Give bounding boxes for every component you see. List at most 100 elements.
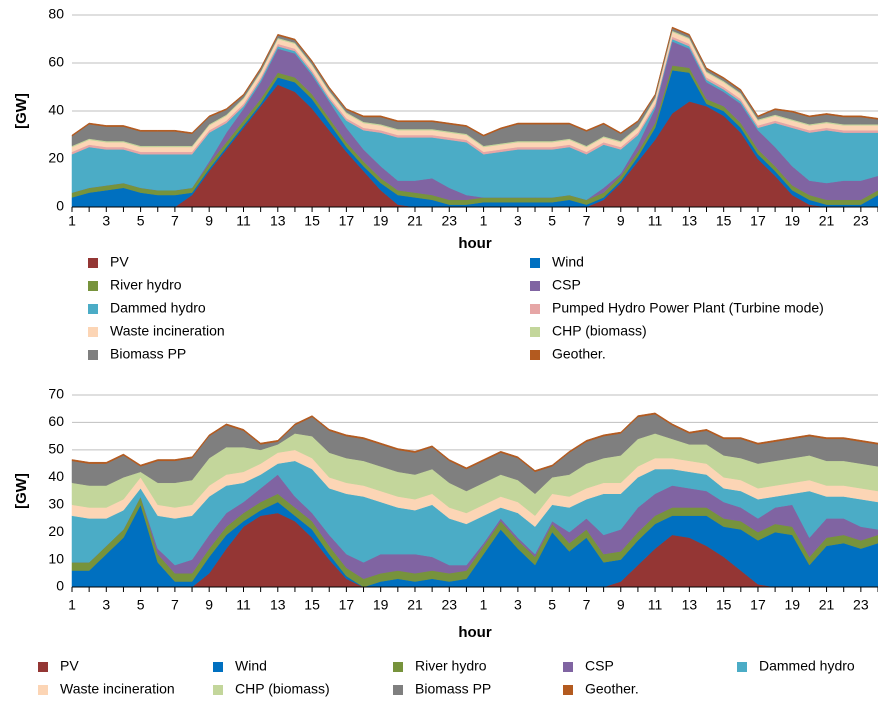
y-axis-title: [GW] (13, 473, 30, 509)
x-tick-label: 17 (339, 597, 355, 613)
legend-label: PV (110, 254, 129, 270)
x-tick-label: 11 (648, 597, 663, 613)
x-tick-label: 17 (750, 597, 766, 613)
legend-swatch (530, 281, 540, 291)
legend-label: Wind (552, 254, 584, 270)
y-tick-label: 20 (48, 523, 64, 539)
x-tick-label: 1 (68, 213, 76, 229)
legend-label: Geother. (585, 681, 639, 697)
x-tick-label: 21 (819, 213, 835, 229)
x-tick-label: 7 (171, 213, 179, 229)
x-tick-label: 9 (617, 213, 625, 229)
x-tick-label: 9 (205, 213, 213, 229)
x-tick-label: 13 (270, 597, 286, 613)
x-tick-label: 5 (137, 213, 145, 229)
legend-swatch (530, 327, 540, 337)
x-tick-label: 13 (682, 597, 698, 613)
area (71, 26, 878, 137)
legend-label: River hydro (415, 658, 487, 674)
x-tick-label: 15 (716, 597, 732, 613)
legend-swatch (213, 685, 223, 695)
legend-swatch (88, 350, 98, 360)
legend-label: Waste incineration (60, 681, 175, 697)
x-tick-label: 11 (236, 213, 251, 229)
x-tick-label: 13 (682, 213, 698, 229)
legend-label: Biomass PP (415, 681, 491, 697)
x-tick-label: 19 (784, 213, 800, 229)
legend-swatch (393, 662, 403, 672)
x-tick-label: 5 (548, 597, 556, 613)
y-tick-label: 40 (48, 468, 64, 484)
legend-swatch (530, 350, 540, 360)
legend-label: CSP (552, 277, 581, 293)
legend-label: Biomass PP (110, 346, 186, 362)
x-tick-label: 3 (514, 597, 522, 613)
x-tick-label: 23 (441, 597, 457, 613)
x-tick-label: 23 (853, 597, 869, 613)
y-tick-label: 10 (48, 550, 64, 566)
y-tick-label: 30 (48, 495, 64, 511)
x-tick-label: 13 (270, 213, 286, 229)
x-tick-label: 1 (480, 213, 488, 229)
legend-label: Geother. (552, 346, 606, 362)
x-tick-label: 21 (407, 213, 423, 229)
x-tick-label: 5 (548, 213, 556, 229)
legend-swatch (563, 685, 573, 695)
x-tick-label: 17 (750, 213, 766, 229)
x-tick-label: 19 (373, 213, 389, 229)
legend-swatch (393, 685, 403, 695)
legend-swatch (213, 662, 223, 672)
legend-label: Waste incineration (110, 323, 225, 339)
legend-swatch (88, 281, 98, 291)
legend-swatch (38, 685, 48, 695)
x-tick-label: 5 (137, 597, 145, 613)
legend-swatch (38, 662, 48, 672)
legend-swatch (563, 662, 573, 672)
x-axis-title: hour (458, 624, 491, 641)
legend-label: Dammed hydro (110, 300, 206, 316)
legend-label: Wind (235, 658, 267, 674)
x-tick-label: 1 (480, 597, 488, 613)
area (71, 412, 878, 473)
x-tick-label: 11 (236, 597, 251, 613)
x-tick-label: 19 (373, 597, 389, 613)
x-tick-label: 3 (102, 597, 110, 613)
y-tick-label: 0 (56, 198, 64, 214)
y-tick-label: 0 (56, 578, 64, 594)
x-axis-title: hour (458, 235, 491, 252)
x-tick-label: 23 (853, 213, 869, 229)
legend-label: River hydro (110, 277, 182, 293)
legend-swatch (88, 258, 98, 268)
x-tick-label: 3 (102, 213, 110, 229)
x-tick-label: 7 (583, 597, 591, 613)
x-tick-label: 21 (819, 597, 835, 613)
x-tick-label: 1 (68, 597, 76, 613)
y-tick-label: 50 (48, 441, 64, 457)
x-tick-label: 15 (304, 597, 320, 613)
x-tick-label: 23 (441, 213, 457, 229)
legend-swatch (88, 304, 98, 314)
y-tick-label: 40 (48, 102, 64, 118)
legend-label: Pumped Hydro Power Plant (Turbine mode) (552, 300, 824, 316)
legend-swatch (530, 258, 540, 268)
legend-swatch (530, 304, 540, 314)
x-tick-label: 17 (339, 213, 355, 229)
x-tick-label: 7 (583, 213, 591, 229)
x-tick-label: 21 (407, 597, 423, 613)
y-tick-label: 80 (48, 6, 64, 22)
x-tick-label: 3 (514, 213, 522, 229)
legend-label: Dammed hydro (759, 658, 855, 674)
legend-label: PV (60, 658, 79, 674)
legend-label: CSP (585, 658, 614, 674)
x-tick-label: 7 (171, 597, 179, 613)
legend-label: CHP (biomass) (235, 681, 330, 697)
y-tick-label: 70 (48, 386, 64, 402)
legend-swatch (737, 662, 747, 672)
legend-swatch (88, 327, 98, 337)
x-tick-label: 15 (304, 213, 320, 229)
x-tick-label: 11 (648, 213, 663, 229)
legend-label: CHP (biomass) (552, 323, 647, 339)
x-tick-label: 15 (716, 213, 732, 229)
